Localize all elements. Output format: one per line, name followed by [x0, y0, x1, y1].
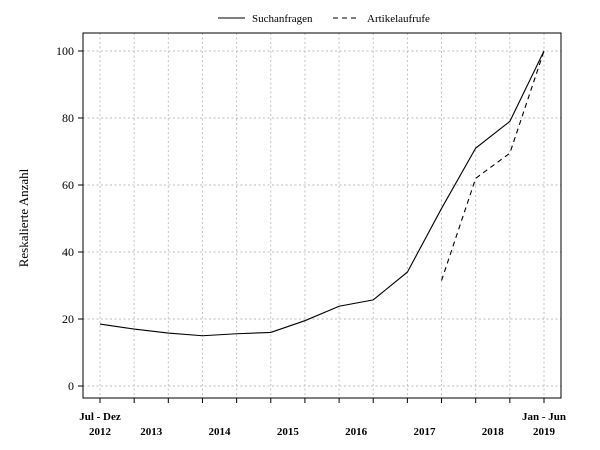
- x-tick-label: 2013: [140, 426, 163, 438]
- legend-label-artikelaufrufe: Artikelaufrufe: [367, 13, 430, 25]
- x-tick-label: 2014: [209, 426, 232, 438]
- x-tick-label: 2017: [413, 426, 436, 438]
- series-line-suchanfragen: [99, 50, 545, 337]
- x-tick-label: Jan - Jun: [522, 411, 566, 423]
- y-tick-label: 0: [68, 379, 74, 393]
- y-tick-label: 60: [62, 178, 74, 192]
- x-tick-label: 2016: [345, 426, 368, 438]
- series-line-artikelaufrufe: [441, 50, 545, 281]
- x-tick-label: 2019: [533, 426, 556, 438]
- y-tick-label: 20: [62, 312, 74, 326]
- legend: Suchanfragen Artikelaufrufe: [218, 13, 430, 25]
- y-tick-label: 80: [62, 111, 74, 125]
- y-axis-label: Reskalierte Anzahl: [16, 168, 31, 267]
- tick-labels: 0 20 40 60 80 100 Jul - Dez 2012 2013 2014 2015 201…: [56, 44, 566, 438]
- plot-frame: [82, 32, 562, 399]
- x-tick-label: Jul - Dez: [79, 411, 121, 423]
- grid-lines: [83, 33, 561, 398]
- x-tick-label: 2018: [482, 426, 505, 438]
- legend-label-suchanfragen: Suchanfragen: [252, 13, 313, 25]
- x-tick-label: 2015: [277, 426, 300, 438]
- y-tick-label: 40: [62, 245, 74, 259]
- x-tick-label: 2012: [89, 426, 112, 438]
- axes: [78, 32, 562, 403]
- y-tick-label: 100: [56, 44, 74, 58]
- series-lines: [99, 50, 545, 337]
